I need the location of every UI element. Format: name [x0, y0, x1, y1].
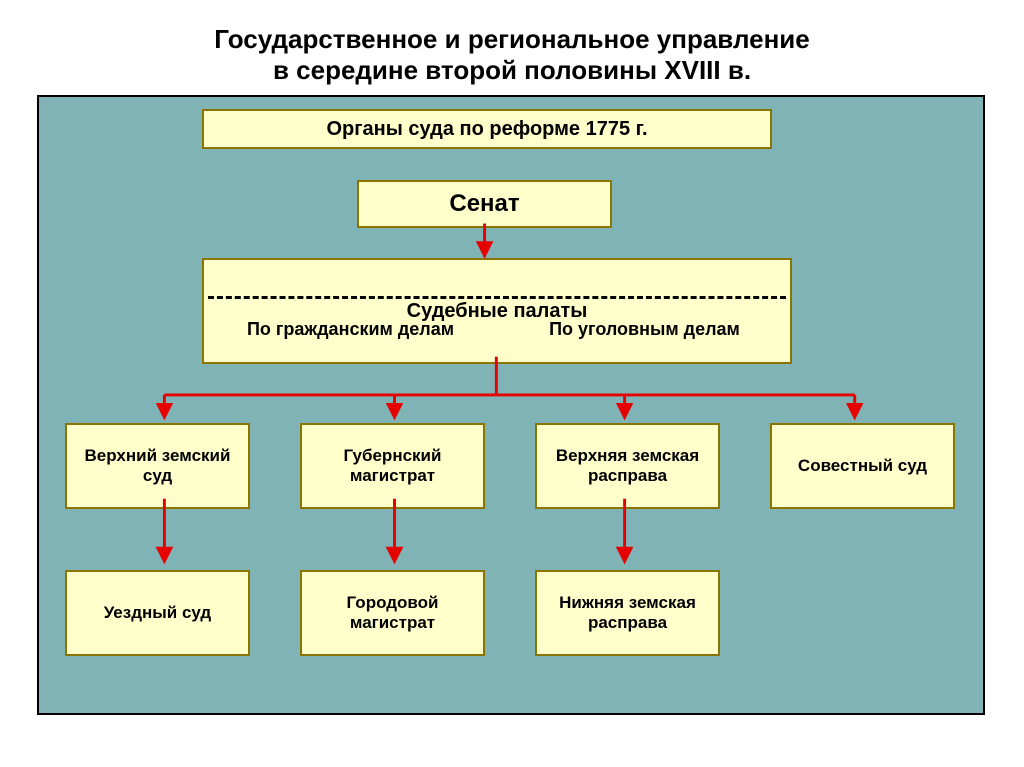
level3-box-2: Верхняя земская расправа: [535, 423, 720, 509]
level4-box-1: Городовой магистрат: [300, 570, 485, 656]
level4-text-0: Уездный суд: [104, 603, 211, 623]
subtitle-text: Органы суда по реформе 1775 г.: [326, 117, 647, 141]
level3-text-2: Верхняя земская расправа: [541, 446, 714, 487]
level3-text-0: Верхний земский суд: [71, 446, 244, 487]
title-line1: Государственное и региональное управлени…: [214, 24, 809, 54]
level4-text-2: Нижняя земская расправа: [541, 593, 714, 634]
civil-text: По гражданским делам: [247, 319, 454, 341]
subtitle-box: Органы суда по реформе 1775 г.: [202, 109, 772, 149]
main-title: Государственное и региональное управлени…: [37, 24, 987, 86]
civil-box: По гражданским делам: [204, 298, 497, 362]
senate-text: Сенат: [449, 190, 519, 219]
level3-text-3: Совестный суд: [798, 456, 927, 476]
title-line2: в середине второй половины XVIII в.: [273, 55, 751, 85]
criminal-box: По уголовным делам: [499, 298, 790, 362]
level4-text-1: Городовой магистрат: [306, 593, 479, 634]
level3-text-1: Губернский магистрат: [306, 446, 479, 487]
level3-box-1: Губернский магистрат: [300, 423, 485, 509]
diagram-canvas: Государственное и региональное управлени…: [37, 15, 987, 720]
criminal-text: По уголовным делам: [549, 319, 740, 341]
level4-box-2: Нижняя земская расправа: [535, 570, 720, 656]
level4-box-0: Уездный суд: [65, 570, 250, 656]
level3-box-3: Совестный суд: [770, 423, 955, 509]
level3-box-0: Верхний земский суд: [65, 423, 250, 509]
senate-box: Сенат: [357, 180, 612, 228]
